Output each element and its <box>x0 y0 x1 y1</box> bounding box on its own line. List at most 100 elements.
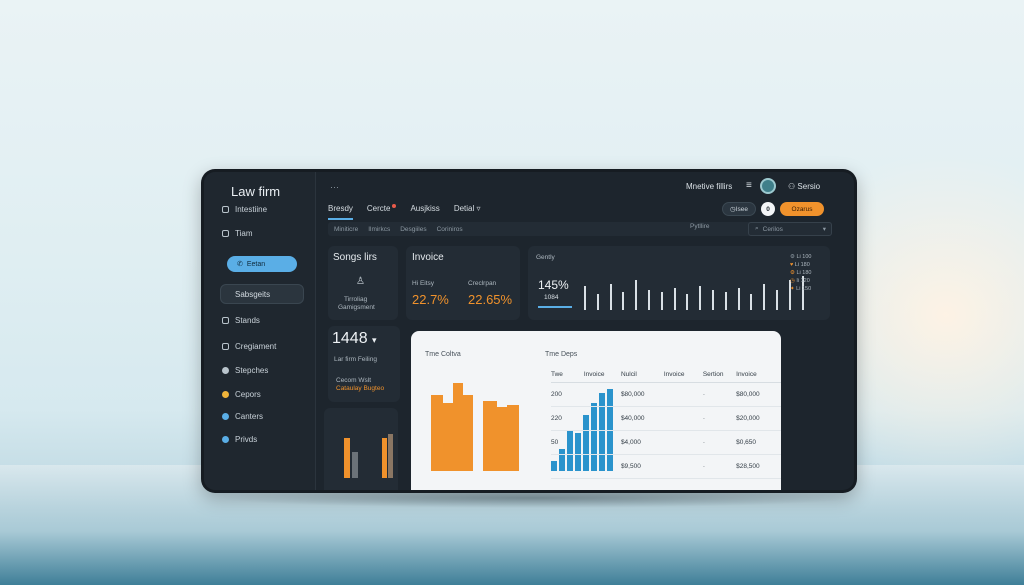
metric-label: Hi Eitsy <box>412 280 435 287</box>
card-title: Songs lirs <box>333 252 377 263</box>
table-cell: $0,650 <box>736 430 781 455</box>
legend-item: ◷ Ii 120 <box>790 278 810 284</box>
table-cell <box>551 454 584 479</box>
table-cell: $80,000 <box>620 382 664 407</box>
card-text: Gamigsment <box>338 304 375 311</box>
metric-card: 1448 ▾ Lar firm Feiling Cecom Wslt Catau… <box>328 326 400 402</box>
metric-line: Cecom Wslt <box>336 377 372 384</box>
chart-bar <box>443 403 453 471</box>
clock-icon: ◷ <box>730 206 736 213</box>
table-row[interactable]: $9,500 · $28,500 <box>551 454 781 479</box>
table-cell: $20,000 <box>736 406 781 431</box>
chart-bar <box>344 438 350 478</box>
card-text: Tirroliag <box>344 296 368 303</box>
top-bar: ··· Mnetive fillirs ≡ ⚇ Sersio <box>316 172 854 205</box>
tab-bar: Bresdy Cercte Ausjkiss Detial ▿ <box>328 204 481 220</box>
count-badge[interactable]: 0 <box>761 202 775 216</box>
view-toggle[interactable]: ◷ Isee <box>722 202 756 216</box>
column-header[interactable]: Invoice <box>583 367 621 383</box>
sales-card: Songs lirs ♙ Tirroliag Gamigsment <box>328 246 398 320</box>
chart-bar <box>431 395 443 471</box>
table-row[interactable]: 50 $4,000 · $0,650 <box>551 430 781 455</box>
sidebar-item-tiam[interactable]: Tiam <box>222 229 252 238</box>
sidebar-item-cregiament[interactable]: Cregiament <box>222 342 276 351</box>
settings-icon: ⚙ <box>790 254 797 260</box>
sidebar-item-privds[interactable]: Privds <box>222 435 257 444</box>
table-cell: 220 <box>551 406 584 431</box>
phone-icon: ✆ <box>237 261 243 268</box>
more-icon[interactable]: ··· <box>330 182 339 192</box>
metric-value: 22.65% <box>468 292 513 307</box>
spark-bar <box>584 286 586 310</box>
mini-bar-card <box>324 408 398 490</box>
user-menu[interactable]: ⚇ Sersio <box>788 182 821 191</box>
tab-cercte[interactable]: Cercte <box>367 204 397 220</box>
grid-icon <box>222 206 229 213</box>
legend-item: ✦ Li 150 <box>790 286 812 292</box>
column-header[interactable]: Nulcil <box>620 367 664 383</box>
card-title: Gently <box>536 254 555 261</box>
sidebar-item-sabsgeits[interactable]: Sabsgeits <box>220 284 304 304</box>
user-icon: ⚇ <box>788 182 798 191</box>
table-cell <box>663 454 703 479</box>
column-header[interactable]: Invoice <box>736 367 781 383</box>
tab-ausjkiss[interactable]: Ausjkiss <box>410 204 440 213</box>
document-icon <box>222 317 229 324</box>
clock-icon: ◷ <box>790 278 797 284</box>
sidebar-item-eetan[interactable]: ✆ Eetan <box>227 256 297 272</box>
tab-detial[interactable]: Detial ▿ <box>453 204 481 213</box>
chart-bar <box>453 383 463 471</box>
sidebar-item-cepors[interactable]: Cepors <box>222 390 261 399</box>
primary-button[interactable]: Ozarus <box>780 202 824 216</box>
spark-bar <box>763 284 766 310</box>
filter-select[interactable]: ⌕ Cerilos ▾ <box>748 222 832 236</box>
device-shadow <box>215 488 855 508</box>
tab-bresdy[interactable]: Bresdy <box>328 204 353 220</box>
filter-label: Pytllire <box>690 223 710 230</box>
sub-navigation: Miniticre Ilmirkcs Desgiiles Coriniros <box>328 222 832 236</box>
card-title: Invoice <box>412 252 444 263</box>
metric-value: 22.7% <box>412 292 449 307</box>
table-cell <box>663 382 703 407</box>
sidebar-item-canters[interactable]: Canters <box>222 412 263 421</box>
column-header[interactable]: Invoice <box>663 367 703 383</box>
header-title: Mnetive fillirs <box>686 182 733 191</box>
person-icon: ♙ <box>356 276 365 287</box>
legend-item: ♥ Li 180 <box>790 262 810 268</box>
spark-bar <box>648 290 650 310</box>
spark-bar <box>609 284 612 310</box>
invoice-card: Invoice Hi Eitsy 22.7% Creclrpan 22.65% <box>406 246 520 320</box>
caret-down-icon: ▾ <box>372 335 377 345</box>
spark-bar <box>712 290 714 310</box>
table-row[interactable]: 220 $40,000 · $20,000 <box>551 406 781 431</box>
hamburger-icon[interactable]: ≡ <box>746 180 752 191</box>
chart-bar <box>463 395 473 471</box>
chat-icon <box>222 367 229 374</box>
sidebar-item-stands[interactable]: Stands <box>222 316 260 325</box>
spark-bar <box>622 292 625 310</box>
metric-value: 145% <box>538 278 569 292</box>
spark-bar <box>635 280 638 310</box>
notification-dot <box>392 204 397 208</box>
table-cell: 200 <box>551 382 584 407</box>
table-cell <box>583 454 621 479</box>
progress-line <box>538 306 572 308</box>
chart-bar <box>382 438 387 478</box>
avatar[interactable] <box>760 178 776 194</box>
table-cell: $28,500 <box>736 454 781 479</box>
table-cell <box>583 382 621 407</box>
legend-item: ⚙ Li 180 <box>790 270 812 276</box>
subtab-ilmirkcs[interactable]: Ilmirkcs <box>368 225 391 233</box>
sidebar-item-stepches[interactable]: Stepches <box>222 366 268 375</box>
subtab-desgiiles[interactable]: Desgiiles <box>400 225 427 233</box>
table-cell <box>583 430 621 455</box>
column-header[interactable]: Twe <box>551 367 584 383</box>
metric-sub: 1084 <box>544 294 559 301</box>
table-row[interactable]: 200 $80,000 · $80,000 <box>551 382 781 407</box>
sidebar-item-intestiine[interactable]: Intestiine <box>222 205 267 214</box>
subtab-coriniros[interactable]: Coriniros <box>436 225 463 233</box>
subtab-miniticre[interactable]: Miniticre <box>334 225 359 233</box>
table-cell <box>663 430 703 455</box>
column-header[interactable]: Sertion <box>702 367 737 383</box>
spark-bar <box>801 276 804 310</box>
